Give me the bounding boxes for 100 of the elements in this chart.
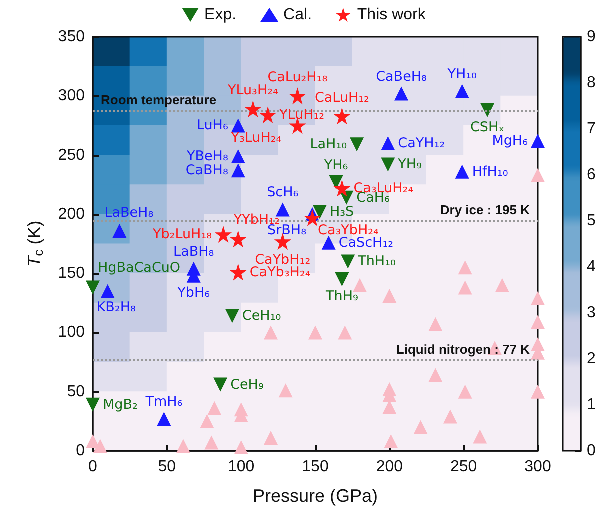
data-label: YbH₆ xyxy=(176,284,210,301)
data-label: KB₂H₈ xyxy=(96,299,136,316)
y-tick-label: 250 xyxy=(58,146,86,164)
point xyxy=(225,309,240,324)
color-bar-label: 9 xyxy=(587,28,596,46)
legend-label: Cal. xyxy=(284,6,312,24)
point xyxy=(86,280,100,295)
data-label: ThH₉ xyxy=(325,288,358,304)
point xyxy=(381,158,396,172)
point xyxy=(329,175,344,190)
point xyxy=(382,400,397,414)
color-bar-label: 0 xyxy=(587,442,596,460)
legend-label: This work xyxy=(357,6,427,24)
data-label: MgB₂ xyxy=(103,396,138,413)
data-label: YH₁₀ xyxy=(446,66,477,82)
data-label: YH₆ xyxy=(323,157,348,174)
x-axis-title: Pressure (GPa) xyxy=(252,486,378,506)
point xyxy=(428,317,443,332)
x-tick-label: 0 xyxy=(88,458,98,476)
color-bar-label: 8 xyxy=(587,74,596,92)
point xyxy=(289,88,306,105)
ref-line-label: Room temperature xyxy=(101,92,217,108)
point xyxy=(341,254,356,269)
point xyxy=(531,134,545,148)
point xyxy=(338,326,352,340)
y-tick-label: 0 xyxy=(76,442,86,460)
data-label: LaBH₈ xyxy=(174,244,214,260)
point xyxy=(322,236,336,250)
point xyxy=(312,205,327,220)
point xyxy=(394,86,409,101)
data-label: HgBaCaCuO xyxy=(98,260,181,276)
data-label: LaBeH₈ xyxy=(104,204,154,221)
point xyxy=(495,278,510,292)
point xyxy=(86,398,100,412)
point xyxy=(200,414,214,428)
y-tick-label: 200 xyxy=(58,206,86,223)
point xyxy=(335,272,350,286)
point xyxy=(458,280,472,295)
data-label: TmH₆ xyxy=(144,394,183,410)
data-label: LaH₁₀ xyxy=(310,136,348,153)
point xyxy=(264,326,278,340)
color-bar-label: 3 xyxy=(587,304,596,322)
point xyxy=(428,368,443,382)
y-tick-label: 350 xyxy=(58,28,86,46)
y-tick-label: 300 xyxy=(58,88,86,105)
x-tick-label: 300 xyxy=(524,458,552,476)
data-label: MgH₆ xyxy=(492,133,528,150)
data-label: ScH₆ xyxy=(267,184,299,201)
point xyxy=(458,260,472,275)
color-bar-label: 7 xyxy=(587,120,596,138)
point xyxy=(208,401,222,416)
point xyxy=(334,180,351,197)
data-label: ThH₁₀ xyxy=(357,254,396,270)
data-label: H₃S xyxy=(330,204,354,220)
point xyxy=(157,412,172,426)
point xyxy=(531,168,545,182)
data-label: CeH₉ xyxy=(230,376,264,393)
x-tick-label: 50 xyxy=(158,458,176,476)
point xyxy=(350,138,364,152)
point xyxy=(381,136,396,150)
ref-line-label: Liquid nitrogen : 77 K xyxy=(396,342,531,357)
point xyxy=(531,384,545,399)
data-label: CaBH₈ xyxy=(186,162,228,179)
y-tick-label: 50 xyxy=(67,383,86,400)
data-label: CaYb₃H₂₄ xyxy=(250,264,311,280)
point xyxy=(234,440,248,454)
x-tick-label: 200 xyxy=(376,458,404,476)
color-bar-label: 5 xyxy=(587,212,596,230)
point xyxy=(112,224,127,238)
legend-label: Exp. xyxy=(204,6,237,24)
data-label: YBeH₈ xyxy=(186,148,228,164)
point xyxy=(278,384,293,398)
data-label: HfH₁₀ xyxy=(472,164,508,180)
point xyxy=(531,315,545,330)
point xyxy=(414,420,428,434)
data-label: CaBeH₈ xyxy=(376,68,427,85)
point xyxy=(264,430,278,445)
color-bar-label: 1 xyxy=(587,396,596,414)
point xyxy=(455,164,470,179)
point xyxy=(231,118,246,133)
data-label: Yb₂LuH₁₈ xyxy=(152,226,212,243)
point xyxy=(230,230,247,248)
data-label: CSHₓ xyxy=(470,119,505,136)
point xyxy=(214,378,228,392)
point xyxy=(231,149,246,164)
point xyxy=(382,289,397,304)
y-axis-title: Tc (K) xyxy=(24,220,46,268)
data-label: Y₃LuH₂₄ xyxy=(230,130,282,146)
point xyxy=(231,164,246,178)
ref-line-label: Dry ice : 195 K xyxy=(440,202,531,218)
point xyxy=(86,434,100,449)
point xyxy=(531,291,545,306)
x-tick-label: 150 xyxy=(302,458,329,476)
point xyxy=(230,264,247,281)
data-label: YH₉ xyxy=(397,156,422,173)
point xyxy=(443,410,458,424)
data-label: CeH₁₀ xyxy=(242,308,282,324)
x-tick-label: 250 xyxy=(450,458,478,476)
color-bar-label: 4 xyxy=(587,258,596,276)
data-label: CaLuH₁₂ xyxy=(314,90,370,106)
